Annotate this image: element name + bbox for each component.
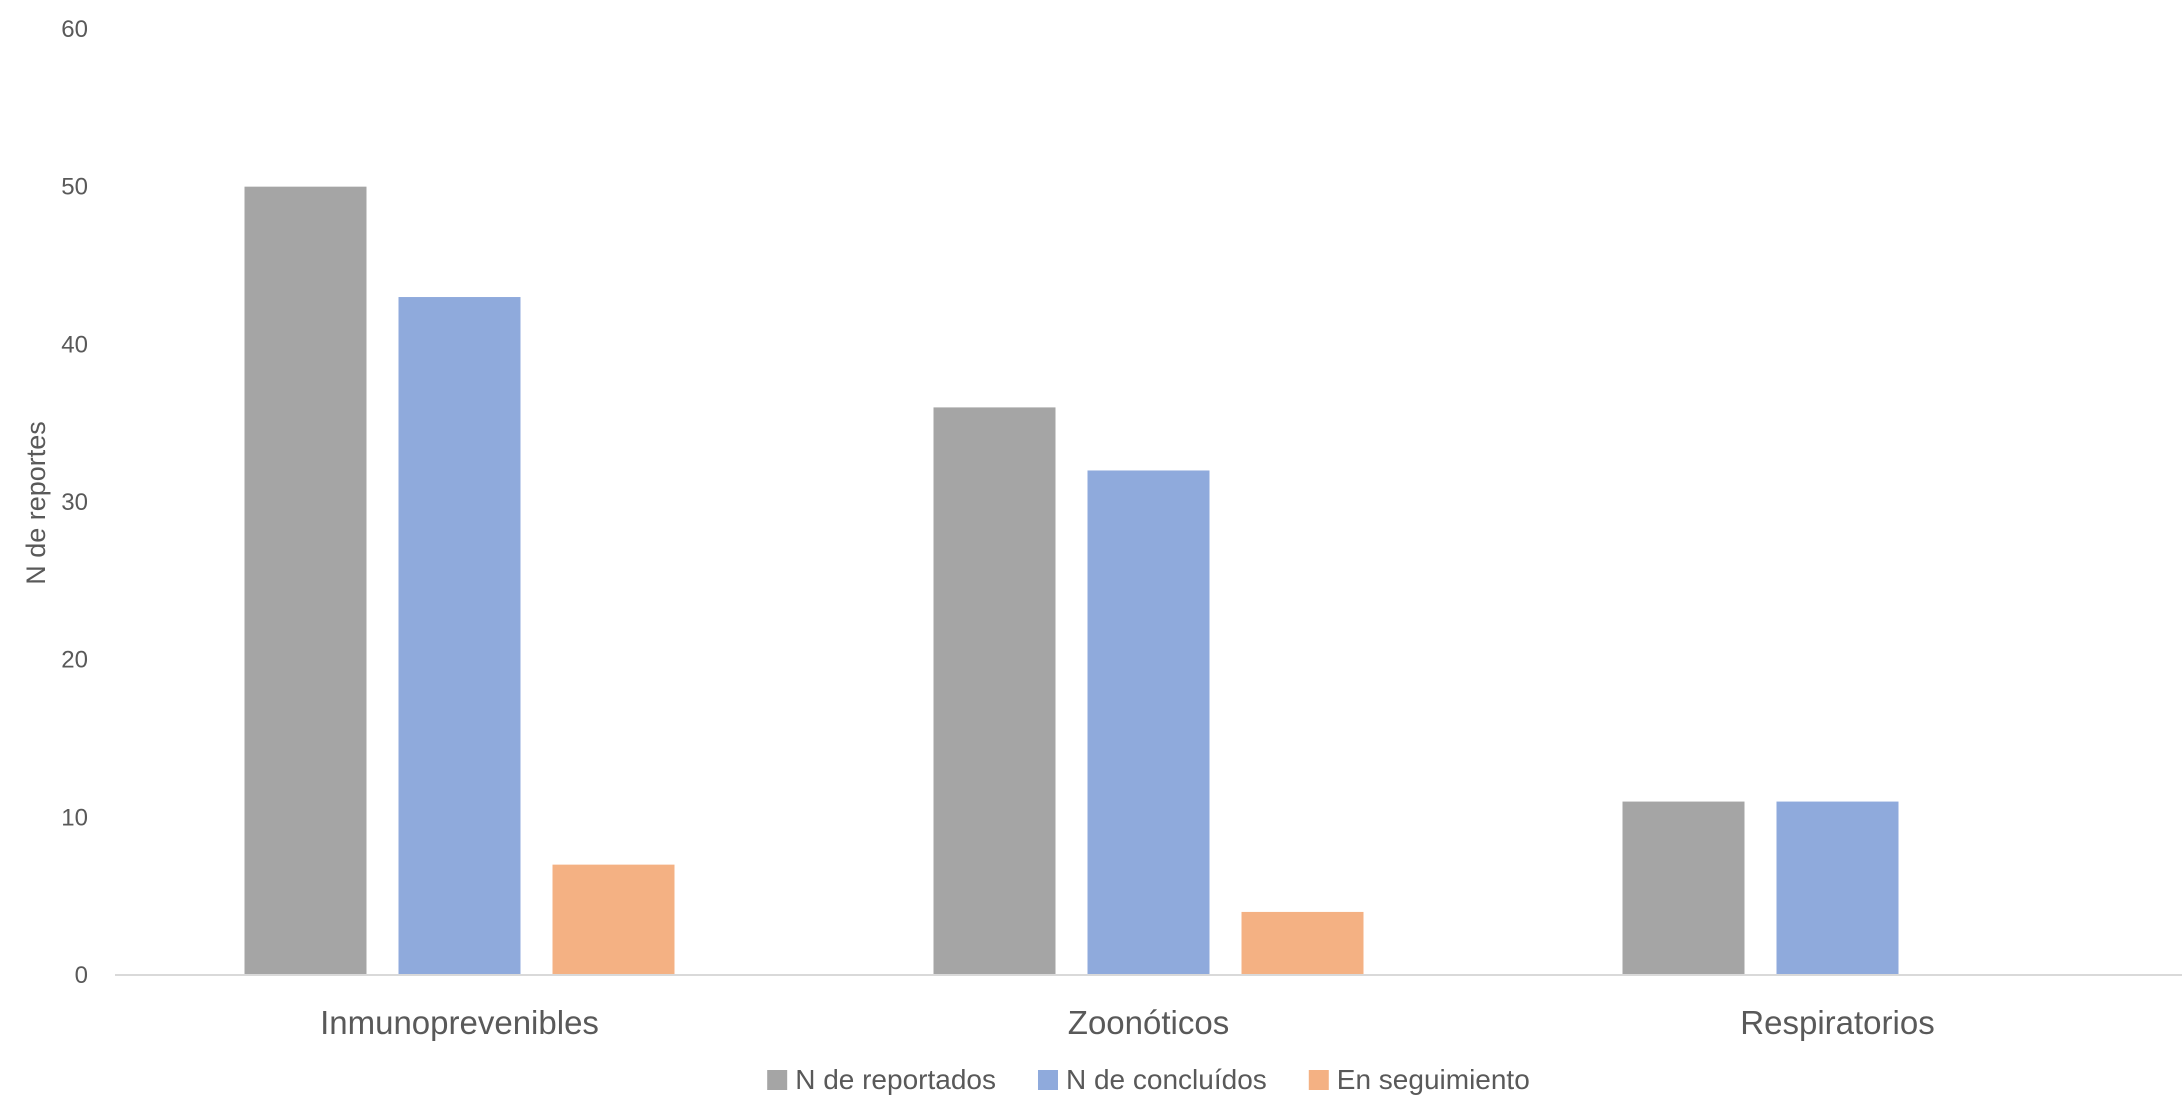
y-tick-label: 10 — [61, 804, 88, 831]
x-category-label: Respiratorios — [1740, 1004, 1934, 1041]
legend-swatch — [1037, 1070, 1058, 1090]
bars — [244, 186, 1899, 975]
y-tick-label: 20 — [61, 647, 88, 674]
category-labels: Inmunoprevenibles Zoonóticos Respiratorios — [320, 1004, 1935, 1041]
y-tick-label: 60 — [61, 16, 88, 43]
y-axis-ticks: 0 10 20 30 40 50 60 — [61, 16, 88, 989]
bar-en-seguimiento-zoon-ticos — [1241, 911, 1364, 975]
bar-n-de-reportados-zoon-ticos — [933, 407, 1056, 975]
bar-n-de-conclu-dos-zoon-ticos — [1087, 470, 1210, 975]
legend-label: N de reportados — [795, 1064, 996, 1095]
bar-en-seguimiento-inmunoprevenibles — [552, 864, 675, 975]
legend-label: N de concluídos — [1066, 1064, 1267, 1095]
bar-n-de-conclu-dos-inmunoprevenibles — [398, 297, 521, 975]
y-axis-title: N de reportes — [21, 421, 51, 585]
y-tick-label: 40 — [61, 331, 88, 358]
bar-n-de-reportados-inmunoprevenibles — [244, 186, 367, 975]
y-tick-label: 50 — [61, 174, 88, 201]
y-tick-label: 30 — [61, 489, 88, 516]
x-category-label: Zoonóticos — [1068, 1004, 1229, 1041]
legend-label: En seguimiento — [1337, 1064, 1530, 1095]
y-tick-label: 0 — [75, 962, 88, 989]
bar-n-de-reportados-respiratorios — [1622, 801, 1745, 975]
bar-n-de-conclu-dos-respiratorios — [1776, 801, 1899, 975]
x-category-label: Inmunoprevenibles — [320, 1004, 599, 1041]
legend-swatch — [1308, 1070, 1329, 1090]
legend-swatch — [767, 1070, 788, 1090]
legend: N de reportados N de concluídos En seguimi… — [767, 1064, 1530, 1095]
